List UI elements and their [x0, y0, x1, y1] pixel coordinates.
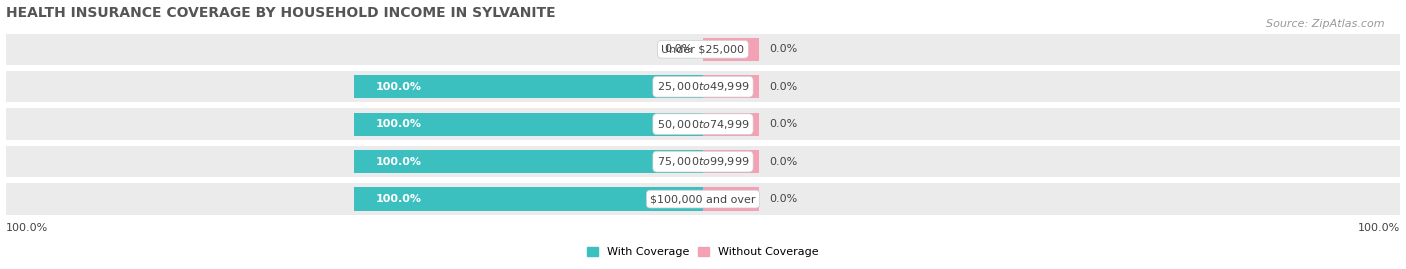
Text: $25,000 to $49,999: $25,000 to $49,999: [657, 80, 749, 93]
Text: 0.0%: 0.0%: [769, 157, 797, 167]
Text: 100.0%: 100.0%: [375, 119, 422, 129]
Bar: [354, 187, 703, 211]
Bar: [354, 112, 703, 136]
Text: Source: ZipAtlas.com: Source: ZipAtlas.com: [1267, 19, 1385, 29]
Text: 100.0%: 100.0%: [6, 224, 48, 233]
Text: 0.0%: 0.0%: [664, 44, 693, 54]
Text: 0.0%: 0.0%: [769, 44, 797, 54]
Bar: [354, 75, 703, 98]
Text: 100.0%: 100.0%: [375, 157, 422, 167]
Text: HEALTH INSURANCE COVERAGE BY HOUSEHOLD INCOME IN SYLVANITE: HEALTH INSURANCE COVERAGE BY HOUSEHOLD I…: [6, 6, 555, 20]
Text: Under $25,000: Under $25,000: [661, 44, 745, 54]
Text: 0.0%: 0.0%: [769, 119, 797, 129]
Bar: [6, 34, 1400, 65]
Bar: [6, 183, 1400, 215]
Bar: [703, 38, 759, 61]
Bar: [6, 146, 1400, 177]
Bar: [6, 108, 1400, 140]
Text: 100.0%: 100.0%: [375, 194, 422, 204]
Text: $100,000 and over: $100,000 and over: [650, 194, 756, 204]
Legend: With Coverage, Without Coverage: With Coverage, Without Coverage: [582, 242, 824, 261]
Text: $75,000 to $99,999: $75,000 to $99,999: [657, 155, 749, 168]
Bar: [703, 187, 759, 211]
Bar: [354, 150, 703, 173]
Bar: [6, 71, 1400, 102]
Bar: [703, 150, 759, 173]
Text: 100.0%: 100.0%: [1358, 224, 1400, 233]
Bar: [703, 75, 759, 98]
Text: 0.0%: 0.0%: [769, 82, 797, 92]
Bar: [703, 112, 759, 136]
Text: 100.0%: 100.0%: [375, 82, 422, 92]
Text: 0.0%: 0.0%: [769, 194, 797, 204]
Text: $50,000 to $74,999: $50,000 to $74,999: [657, 118, 749, 131]
